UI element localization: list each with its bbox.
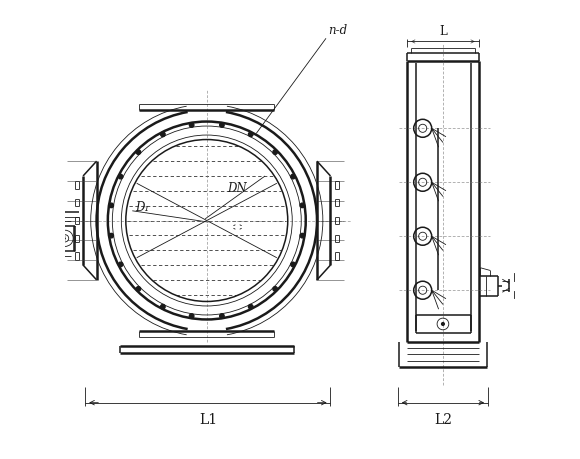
Text: L: L [439, 25, 447, 38]
FancyArrowPatch shape [240, 225, 241, 226]
FancyArrowPatch shape [234, 228, 235, 229]
Text: DN: DN [227, 182, 246, 195]
Text: D₁: D₁ [136, 201, 150, 214]
Circle shape [118, 174, 123, 179]
FancyArrowPatch shape [234, 225, 235, 226]
Circle shape [291, 174, 295, 179]
Circle shape [273, 286, 277, 291]
Text: L2: L2 [434, 413, 452, 426]
FancyArrowPatch shape [240, 228, 241, 229]
Circle shape [136, 150, 140, 154]
Text: n-d: n-d [328, 24, 347, 38]
Circle shape [161, 304, 165, 309]
Circle shape [291, 262, 295, 267]
Circle shape [190, 314, 194, 318]
Circle shape [109, 233, 114, 238]
Circle shape [161, 132, 165, 137]
Circle shape [109, 203, 114, 207]
Circle shape [136, 286, 140, 291]
Circle shape [300, 203, 304, 207]
Circle shape [300, 233, 304, 238]
Circle shape [441, 323, 444, 325]
Text: L1: L1 [199, 413, 217, 426]
Circle shape [220, 123, 224, 127]
Circle shape [220, 314, 224, 318]
Circle shape [190, 123, 194, 127]
Circle shape [118, 262, 123, 267]
Circle shape [248, 132, 253, 137]
Circle shape [248, 304, 253, 309]
Circle shape [273, 150, 277, 154]
